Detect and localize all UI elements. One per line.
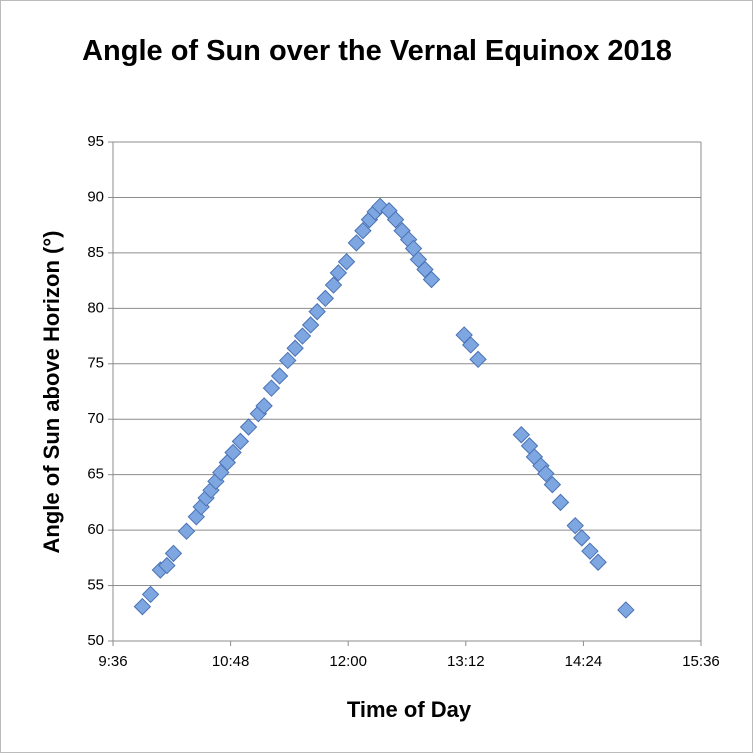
marker (329, 264, 348, 282)
marker (293, 327, 312, 345)
y-tick-label: 65 (87, 466, 104, 483)
marker (386, 210, 405, 229)
marker (461, 336, 480, 354)
marker (279, 351, 297, 370)
marker (573, 529, 591, 547)
marker (141, 585, 160, 604)
marker (537, 464, 555, 483)
marker (566, 516, 584, 535)
y-tick-label: 70 (87, 410, 104, 427)
marker (308, 302, 326, 321)
marker (301, 316, 320, 334)
marker (316, 289, 335, 308)
marker (551, 493, 570, 512)
marker (286, 339, 304, 357)
marker (337, 253, 356, 271)
marker (581, 542, 599, 560)
marker (224, 443, 242, 462)
y-tick-label: 55 (87, 577, 104, 594)
marker (422, 270, 441, 289)
marker (231, 432, 250, 451)
marker (255, 397, 273, 415)
x-tick-label: 9:36 (98, 653, 127, 670)
x-tick-label: 13:12 (447, 653, 485, 670)
marker (617, 601, 635, 619)
marker (543, 475, 562, 494)
marker (164, 544, 183, 563)
x-tick-label: 15:36 (682, 653, 720, 670)
marker (239, 418, 258, 436)
y-tick-label: 85 (87, 244, 104, 261)
y-tick-label: 95 (87, 133, 104, 150)
marker (133, 597, 152, 616)
marker (270, 367, 289, 385)
marker (512, 426, 531, 444)
y-tick-label: 60 (87, 521, 104, 538)
x-tick-label: 12:00 (329, 653, 367, 670)
marker (371, 197, 389, 216)
y-axis-label: Angle of Sun above Horizon (°) (39, 231, 64, 554)
x-tick-label: 14:24 (565, 653, 603, 670)
marker (589, 553, 607, 571)
y-tick-label: 50 (87, 632, 104, 649)
marker (354, 222, 372, 240)
marker (177, 522, 196, 540)
x-axis-label: Time of Day (347, 697, 472, 722)
marker (262, 379, 281, 397)
y-tick-label: 90 (87, 188, 104, 205)
marker (469, 350, 487, 369)
y-tick-label: 80 (87, 299, 104, 316)
marker (324, 276, 343, 294)
x-tick-label: 10:48 (212, 653, 250, 670)
chart-title: Angle of Sun over the Vernal Equinox 201… (82, 35, 672, 67)
marker (347, 234, 366, 252)
y-tick-label: 75 (87, 355, 104, 372)
marker (158, 556, 176, 575)
